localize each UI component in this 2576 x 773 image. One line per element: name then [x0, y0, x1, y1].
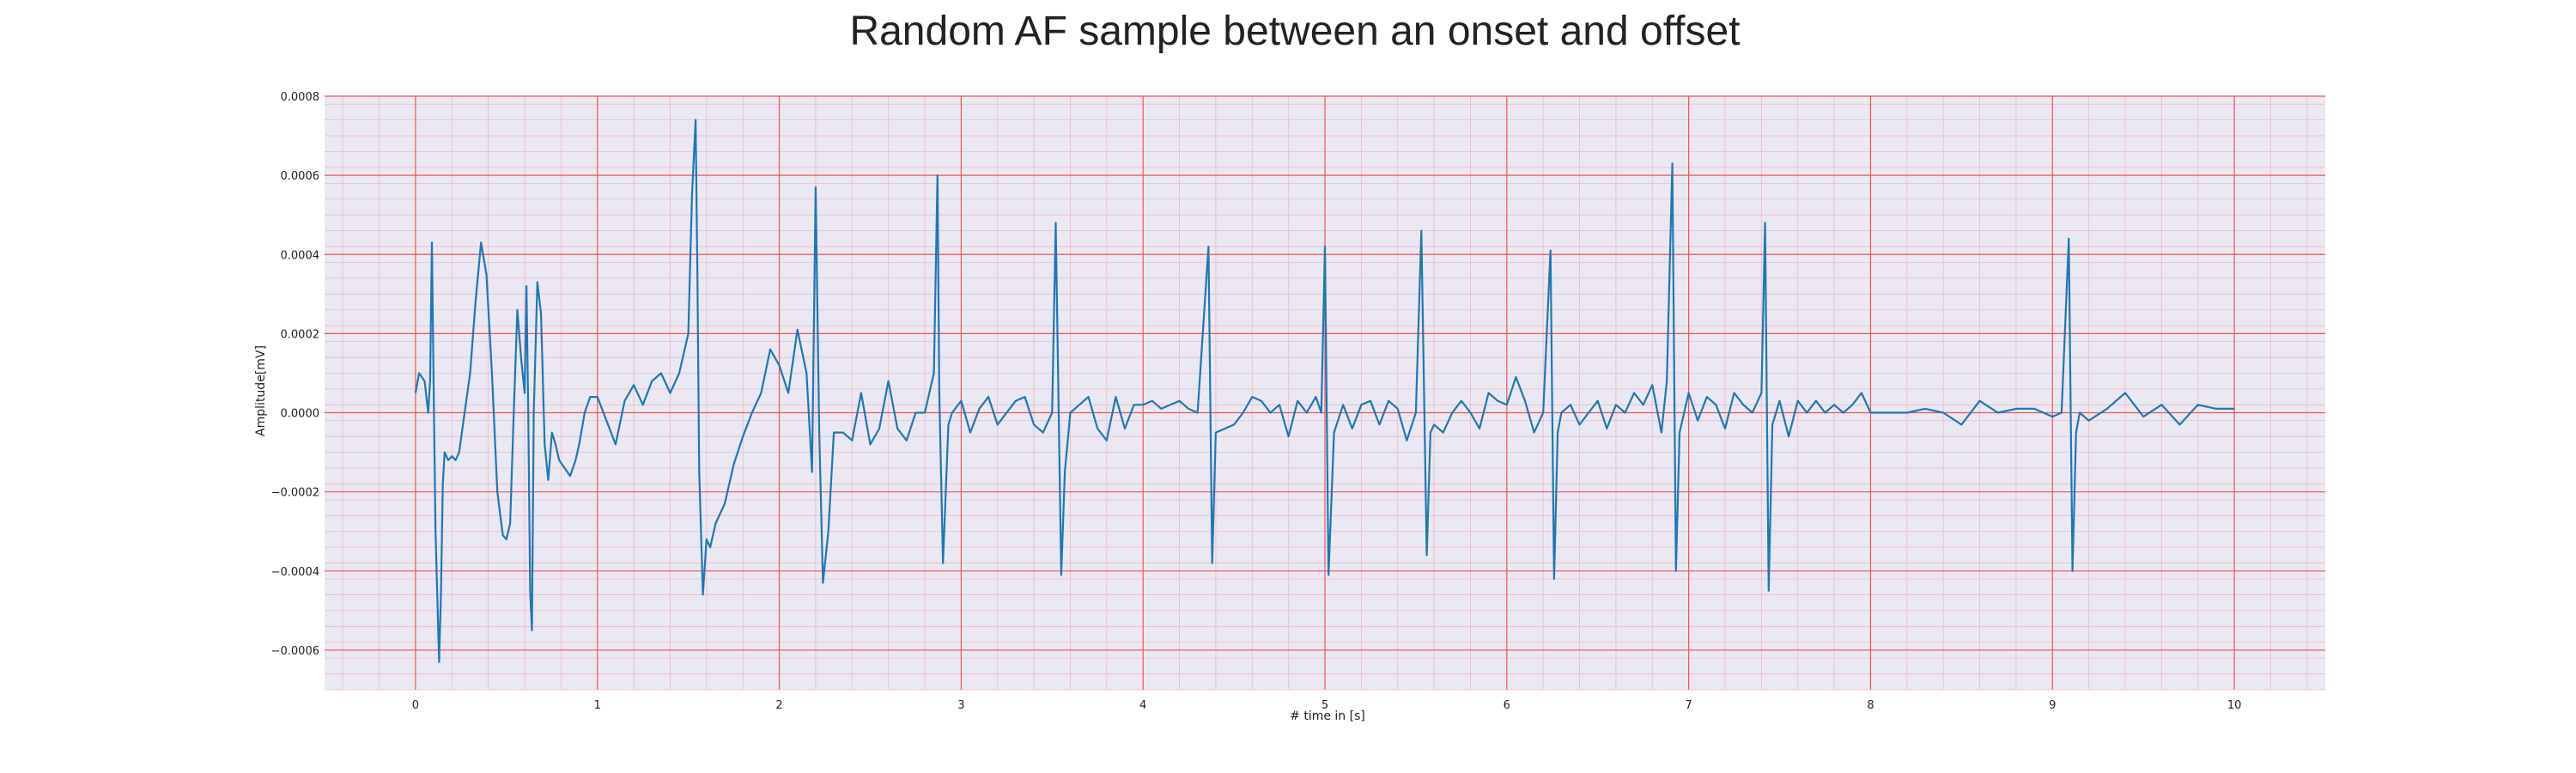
x-axis-ticks: 0 1 2 3 4 5 6 7 8 9 10 [412, 699, 2242, 712]
y-tick-label: −0.0006 [271, 645, 319, 658]
y-axis-ticks: −0.0006 −0.0004 −0.0002 0.0000 0.0002 0.0004 0… [271, 91, 319, 658]
x-tick-label: 10 [2227, 699, 2242, 712]
y-tick-label: 0.0000 [281, 408, 320, 421]
x-tick-label: 1 [594, 699, 601, 712]
x-tick-label: 5 [1321, 699, 1328, 712]
y-tick-label: 0.0004 [281, 249, 320, 262]
x-tick-label: 3 [957, 699, 964, 712]
x-tick-label: 8 [1867, 699, 1874, 712]
major-grid [325, 95, 2325, 690]
y-tick-label: −0.0004 [271, 566, 319, 579]
series-line [414, 119, 2235, 663]
plot-area [325, 95, 2325, 691]
x-tick-label: 2 [775, 699, 782, 712]
y-tick-label: 0.0008 [281, 91, 320, 104]
x-tick-label: 7 [1685, 699, 1692, 712]
y-tick-label: 0.0006 [281, 170, 320, 183]
x-axis-label: # time in [s] [1290, 709, 1365, 723]
chart-title: Random AF sample between an onset and of… [849, 9, 1740, 54]
y-tick-label: −0.0002 [271, 487, 319, 500]
x-tick-label: 0 [412, 699, 419, 712]
x-tick-label: 4 [1139, 699, 1146, 712]
y-axis-label: Amplitude[mV] [254, 345, 268, 436]
x-tick-label: 9 [2049, 699, 2056, 712]
x-tick-label: 6 [1504, 699, 1510, 712]
y-tick-label: 0.0002 [281, 328, 320, 341]
